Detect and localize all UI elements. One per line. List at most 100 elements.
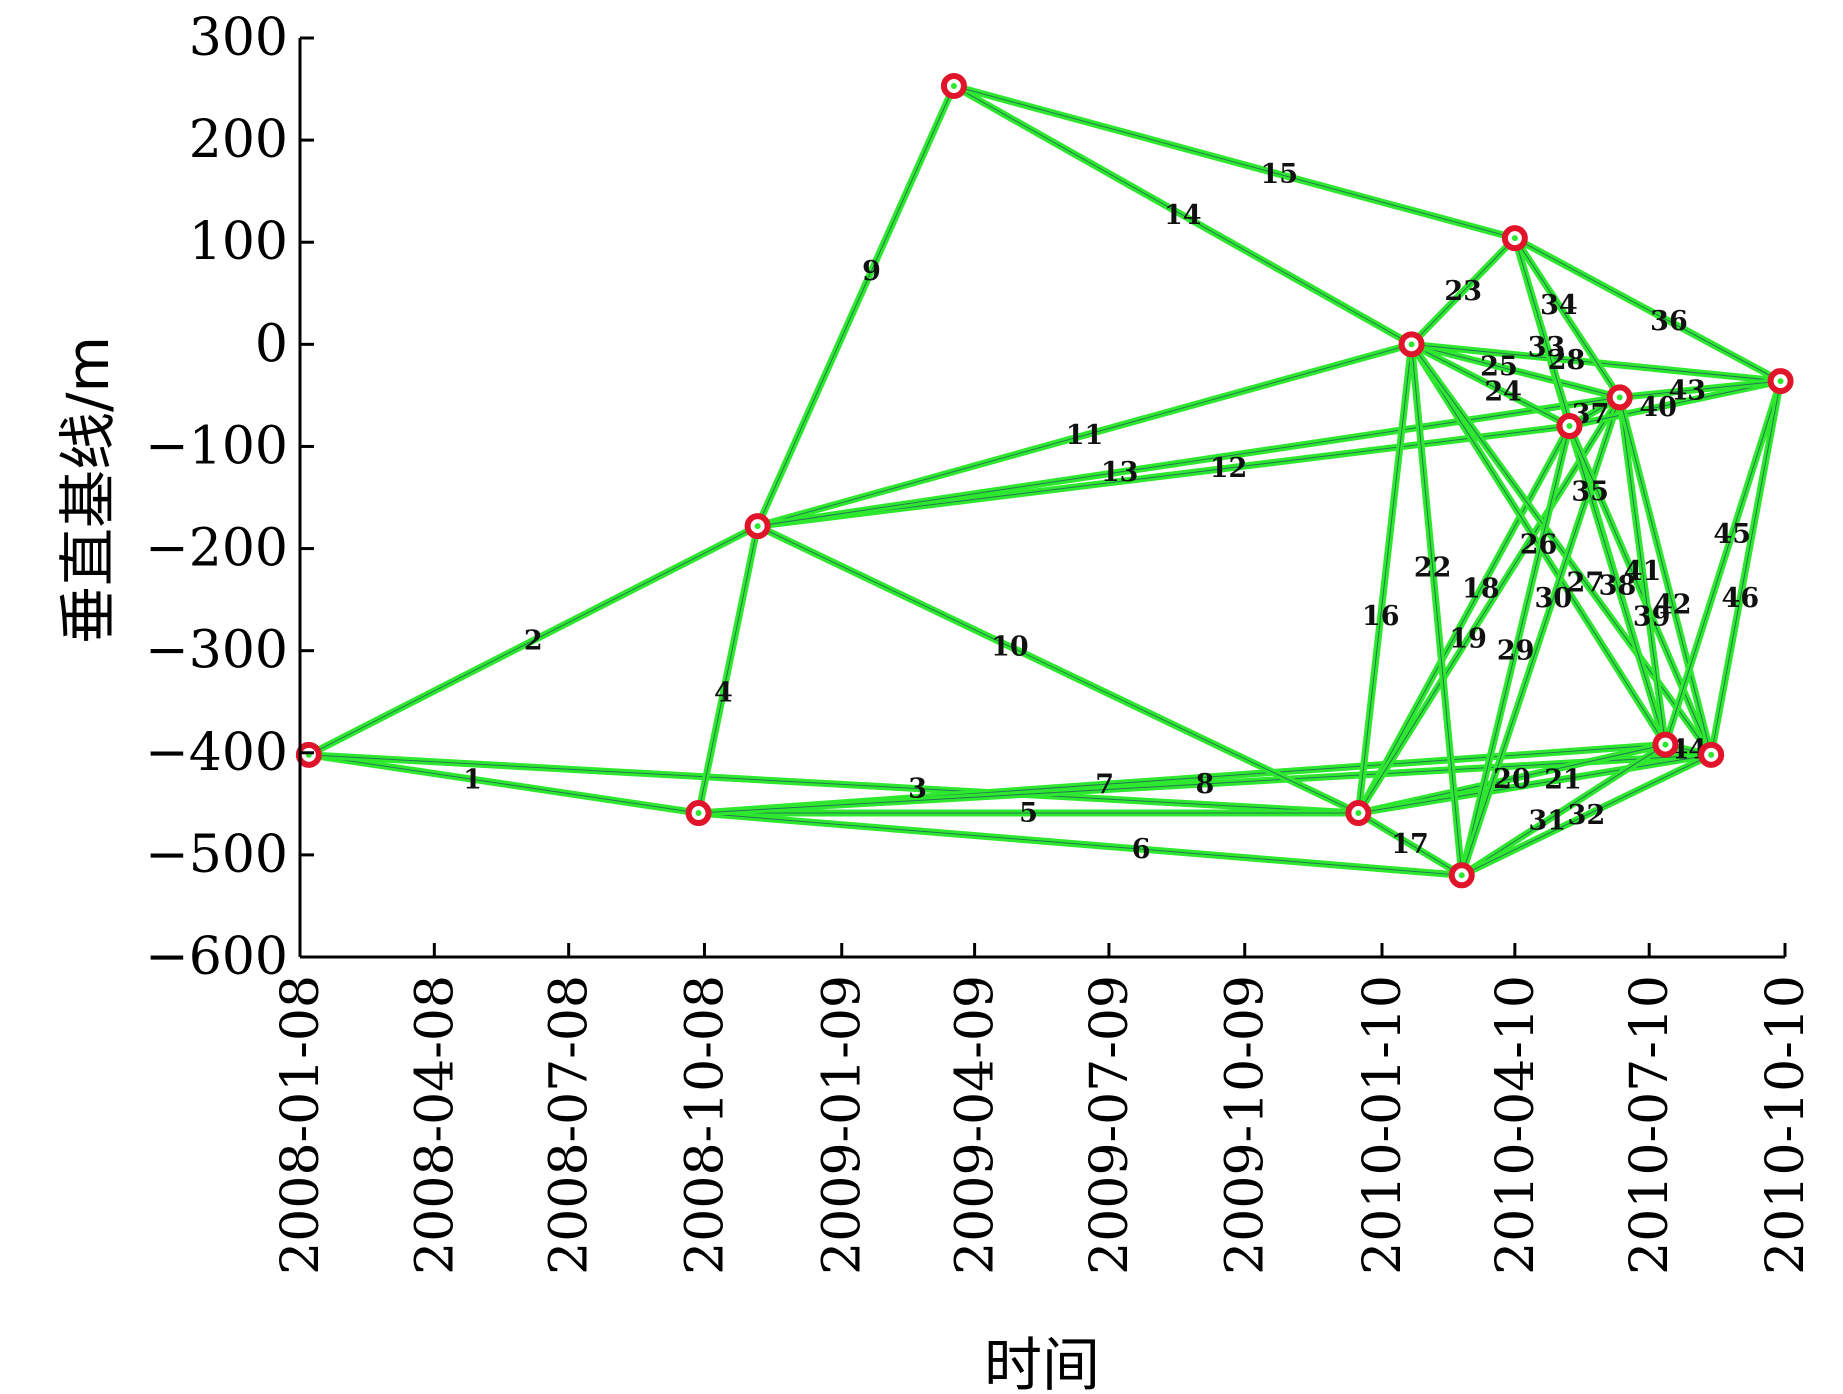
acquisition-node-center-7	[1458, 872, 1465, 879]
edge-label-19: 19	[1449, 623, 1487, 654]
edge-label-45: 45	[1713, 519, 1751, 550]
x-tick-label: 2010-10-10	[1756, 975, 1816, 1275]
acquisition-node-center-13	[1777, 378, 1784, 385]
edge-label-9: 9	[862, 256, 881, 287]
x-tick-label: 2008-10-08	[675, 975, 735, 1275]
edge-label-18: 18	[1462, 574, 1500, 605]
acquisition-node-center-4	[950, 82, 957, 89]
edge-label-15: 15	[1260, 159, 1298, 190]
baseline-edge-core-11	[757, 343, 1412, 527]
x-tick-label: 2009-04-09	[946, 975, 1006, 1275]
y-ticks: 300 200 100 0 −100 −200 −300 −400 −500 −600	[145, 8, 314, 987]
acquisition-node-center-5	[1355, 810, 1362, 817]
edge-label-30: 30	[1535, 583, 1573, 614]
baseline-edge-core-3	[308, 754, 1359, 814]
y-tick-label: 200	[189, 110, 288, 170]
baseline-edge-core-18	[1357, 425, 1570, 814]
baseline-edge-core-21	[1358, 754, 1712, 814]
baseline-edge-core-45	[1664, 380, 1782, 745]
edge-label-35: 35	[1571, 476, 1609, 507]
baseline-edge-core-43	[1619, 380, 1781, 398]
baseline-edge-core-10	[757, 525, 1359, 814]
edge-label-32: 32	[1568, 800, 1606, 831]
edge-label-2: 2	[524, 625, 543, 656]
acquisition-node-center-11	[1662, 741, 1669, 748]
edge-label-16: 16	[1362, 601, 1400, 632]
baseline-edge-core-23	[1411, 237, 1516, 345]
y-tick-label: −200	[145, 519, 288, 579]
edge-label-40: 40	[1639, 392, 1677, 423]
x-tick-label: 2010-01-10	[1353, 975, 1413, 1275]
edge-label-4: 4	[714, 678, 733, 709]
nodes-layer	[295, 72, 1794, 889]
baseline-edge-core-36	[1514, 237, 1781, 382]
baseline-edge-core-29	[1461, 425, 1570, 876]
edge-label-26: 26	[1520, 529, 1558, 560]
acquisition-node-center-8	[1511, 235, 1518, 242]
edge-label-46: 46	[1722, 583, 1760, 614]
baseline-edge-core-6	[698, 812, 1462, 876]
acquisition-node-center-3	[754, 523, 761, 530]
edge-label-24: 24	[1484, 377, 1522, 408]
edge-label-11: 11	[1066, 420, 1104, 451]
y-tick-label: −400	[145, 723, 288, 783]
x-tick-label: 2009-10-09	[1216, 975, 1276, 1275]
acquisition-node-center-2	[695, 810, 702, 817]
axes-layer	[298, 38, 1785, 959]
acquisition-node-center-6	[1408, 341, 1415, 348]
edge-label-3: 3	[908, 774, 927, 805]
x-axis-title: 时间	[984, 1331, 1100, 1394]
baseline-edge-core-4	[698, 525, 759, 814]
baseline-edge-core-24	[1411, 343, 1570, 427]
baseline-edge-core-46	[1710, 381, 1782, 755]
edge-label-42: 42	[1654, 590, 1692, 621]
edge-label-13: 13	[1101, 457, 1139, 488]
x-tick-label: 2008-07-08	[540, 975, 600, 1275]
y-tick-label: 300	[189, 8, 288, 68]
baseline-edge-core-31	[1461, 744, 1666, 876]
baseline-edge-core-1	[308, 754, 699, 814]
acquisition-node-center-12	[1708, 751, 1715, 758]
edge-label-29: 29	[1497, 636, 1535, 667]
y-tick-label: −600	[145, 927, 288, 987]
x-tick-label: 2009-07-09	[1080, 975, 1140, 1275]
edge-label-39: 39	[1633, 602, 1671, 633]
y-tick-label: −500	[145, 825, 288, 885]
edge-label-33: 33	[1528, 332, 1566, 363]
baseline-edge-core-40	[1569, 380, 1781, 427]
baseline-edge-core-2	[308, 525, 758, 756]
baseline-edge-core-34	[1514, 237, 1621, 398]
acquisition-node-center-9	[1566, 423, 1573, 430]
edge-label-38: 38	[1599, 570, 1637, 601]
edge-label-21: 21	[1544, 764, 1582, 795]
edge-label-7: 7	[1095, 769, 1114, 800]
baseline-edge-core-32	[1461, 754, 1712, 876]
edge-label-23: 23	[1444, 276, 1482, 307]
baseline-edge-core-22	[1411, 344, 1463, 876]
x-tick-label: 2010-04-10	[1486, 975, 1546, 1275]
baseline-edge-core-17	[1358, 812, 1462, 876]
edge-label-22: 22	[1414, 552, 1452, 583]
y-tick-label: 0	[255, 314, 288, 374]
edge-label-34: 34	[1540, 290, 1578, 321]
x-tick-label: 2008-01-08	[271, 975, 331, 1275]
y-axis-title: 垂直基线/m	[54, 336, 122, 644]
edge-label-10: 10	[991, 632, 1029, 663]
baseline-edge-core-25	[1411, 343, 1620, 398]
edge-label-8: 8	[1195, 769, 1214, 800]
edge-label-36: 36	[1650, 306, 1688, 337]
acquisition-node-center-10	[1616, 394, 1623, 401]
edge-label-43: 43	[1668, 376, 1706, 407]
x-tick-label: 2008-04-08	[405, 975, 465, 1275]
x-ticks: 2008-01-08 2008-04-08 2008-07-08 2008-10-08…	[271, 943, 1816, 1275]
edge-label-41: 41	[1624, 556, 1662, 587]
edge-label-12: 12	[1210, 453, 1248, 484]
baseline-edge-core-13	[757, 396, 1620, 527]
x-tick-label: 2010-07-10	[1620, 975, 1680, 1275]
edge-label-31: 31	[1528, 805, 1566, 836]
edge-label-27: 27	[1567, 567, 1605, 598]
edge-label-1: 1	[463, 764, 482, 795]
y-tick-label: −300	[145, 621, 288, 681]
